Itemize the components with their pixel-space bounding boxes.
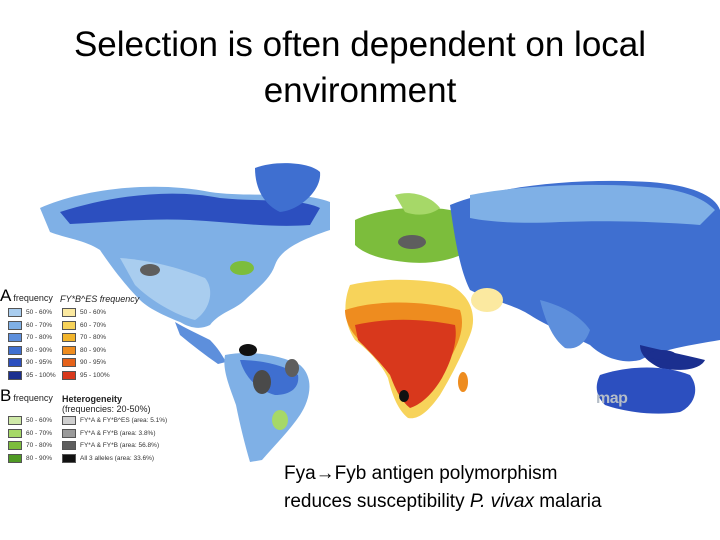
legend-b-col2-label: FY*A & FY*B^ES (area: 5.1%)	[80, 417, 168, 424]
title-line-2: environment	[263, 71, 457, 110]
legend-a-col1-swatch	[8, 320, 22, 330]
legend-a-col2-label: 50 - 60%	[80, 309, 107, 316]
slide-caption: Fya→Fyb antigen polymorphism reduces sus…	[284, 460, 714, 516]
map-watermark: map	[596, 390, 628, 407]
legend-b-col2-subtitle: (frequencies: 20-50%)	[62, 404, 151, 414]
legend-a-col1-label: 50 - 60%	[26, 309, 53, 316]
legend-b-col1-label: 80 - 90%	[26, 454, 53, 462]
legend-a-col1-swatch	[8, 333, 22, 342]
world-map	[40, 163, 720, 462]
title-line-1: Selection is often dependent on local	[73, 25, 647, 64]
legend-a-col2-swatch	[62, 308, 76, 317]
legend-a-col1-label: 80 - 90%	[26, 346, 53, 354]
legend-a-col2-label: 80 - 90%	[80, 346, 107, 354]
legend-a-col2-header: FY*B^ES frequency	[60, 294, 140, 304]
na-gray-patch	[140, 264, 160, 276]
legend-b-col1-swatch	[8, 416, 22, 425]
asia-north-pale	[470, 184, 715, 225]
sa-gray-patch-1	[253, 370, 271, 394]
legend-a-col1-swatch	[8, 308, 22, 317]
sa-green-patch	[272, 410, 288, 430]
greenland	[255, 163, 321, 212]
legend-b-col1-swatch	[8, 441, 22, 450]
africa-black-patch	[399, 390, 409, 402]
caption-line-1: Fya→Fyb antigen polymorphism	[284, 463, 558, 484]
legend-a-col1-swatch	[8, 358, 22, 367]
legend-a-col1-label: 60 - 70%	[26, 321, 53, 329]
legend-a-label: frequency	[13, 293, 53, 303]
legend-a-col2-swatch	[62, 333, 76, 342]
legend-a-col2-label: 60 - 70%	[80, 321, 107, 329]
legend-a-col2-swatch	[62, 320, 76, 330]
legend-b-col2-label: FY*A & FY*B (area: 56.8%)	[80, 442, 160, 449]
legend-b-col1-label: 70 - 80%	[26, 442, 53, 449]
legend-a-col2-swatch	[62, 358, 76, 367]
europe-gray-patch	[398, 235, 426, 249]
scandinavia	[395, 193, 440, 215]
legend-b-letter: B	[0, 386, 12, 405]
legend-a-col1-label: 95 - 100%	[26, 371, 56, 379]
north-america-north-deep	[60, 193, 320, 226]
legend-a-col2-label: 95 - 100%	[80, 371, 110, 379]
legend-b-col2-label: FY*A & FY*B (area: 3.8%)	[80, 429, 156, 437]
legend-b-col2-label: All 3 alleles (area: 33.6%)	[80, 454, 155, 462]
caption-species: P. vivax	[469, 491, 534, 512]
legend-a-col1-swatch	[8, 345, 22, 355]
new-guinea	[648, 350, 676, 360]
legend-b-col1-swatch	[8, 453, 22, 463]
legend-b-col2-swatch	[62, 441, 76, 450]
arabia-yellow	[471, 288, 503, 312]
caption-line-2: reduces susceptibility P. vivax malaria	[284, 488, 714, 516]
legend-a-col1-label: 90 - 95%	[26, 359, 53, 366]
caption-line-2-suffix: malaria	[533, 491, 602, 512]
sa-gray-patch-2	[285, 359, 299, 377]
australia-region	[596, 367, 696, 414]
legend-a-letter: A	[0, 286, 12, 305]
legend-b-col1-label: 50 - 60%	[26, 417, 53, 424]
south-asia-mid	[540, 300, 590, 349]
legend-b-col2-title: Heterogeneity	[62, 394, 123, 404]
legend-b-label: frequency	[13, 393, 53, 403]
legend-b-col1-label: 60 - 70%	[26, 429, 53, 437]
asia-region	[450, 180, 720, 362]
sa-black-patch	[239, 344, 257, 356]
legend-a-col2-label: 70 - 80%	[80, 334, 107, 341]
legend-b-col2-swatch	[62, 416, 76, 425]
na-green-patch	[230, 261, 254, 275]
africa-red-core	[355, 319, 456, 408]
legend-a-col1-label: 70 - 80%	[26, 334, 53, 341]
caption-line-2-text: reduces susceptibility	[284, 491, 470, 512]
central-america	[175, 322, 226, 364]
slide-title: Selection is often dependent on local en…	[30, 22, 690, 114]
legend-a-col2-swatch	[62, 370, 76, 380]
legend-b-col2-swatch	[62, 453, 76, 463]
legend-b-col1-swatch	[8, 428, 22, 438]
madagascar	[458, 372, 468, 392]
legend-b-col2-swatch	[62, 428, 76, 438]
legend-a-col2-swatch	[62, 345, 76, 355]
legend-a-col2-label: 90 - 95%	[80, 359, 107, 366]
legend-a-col1-swatch	[8, 370, 22, 380]
